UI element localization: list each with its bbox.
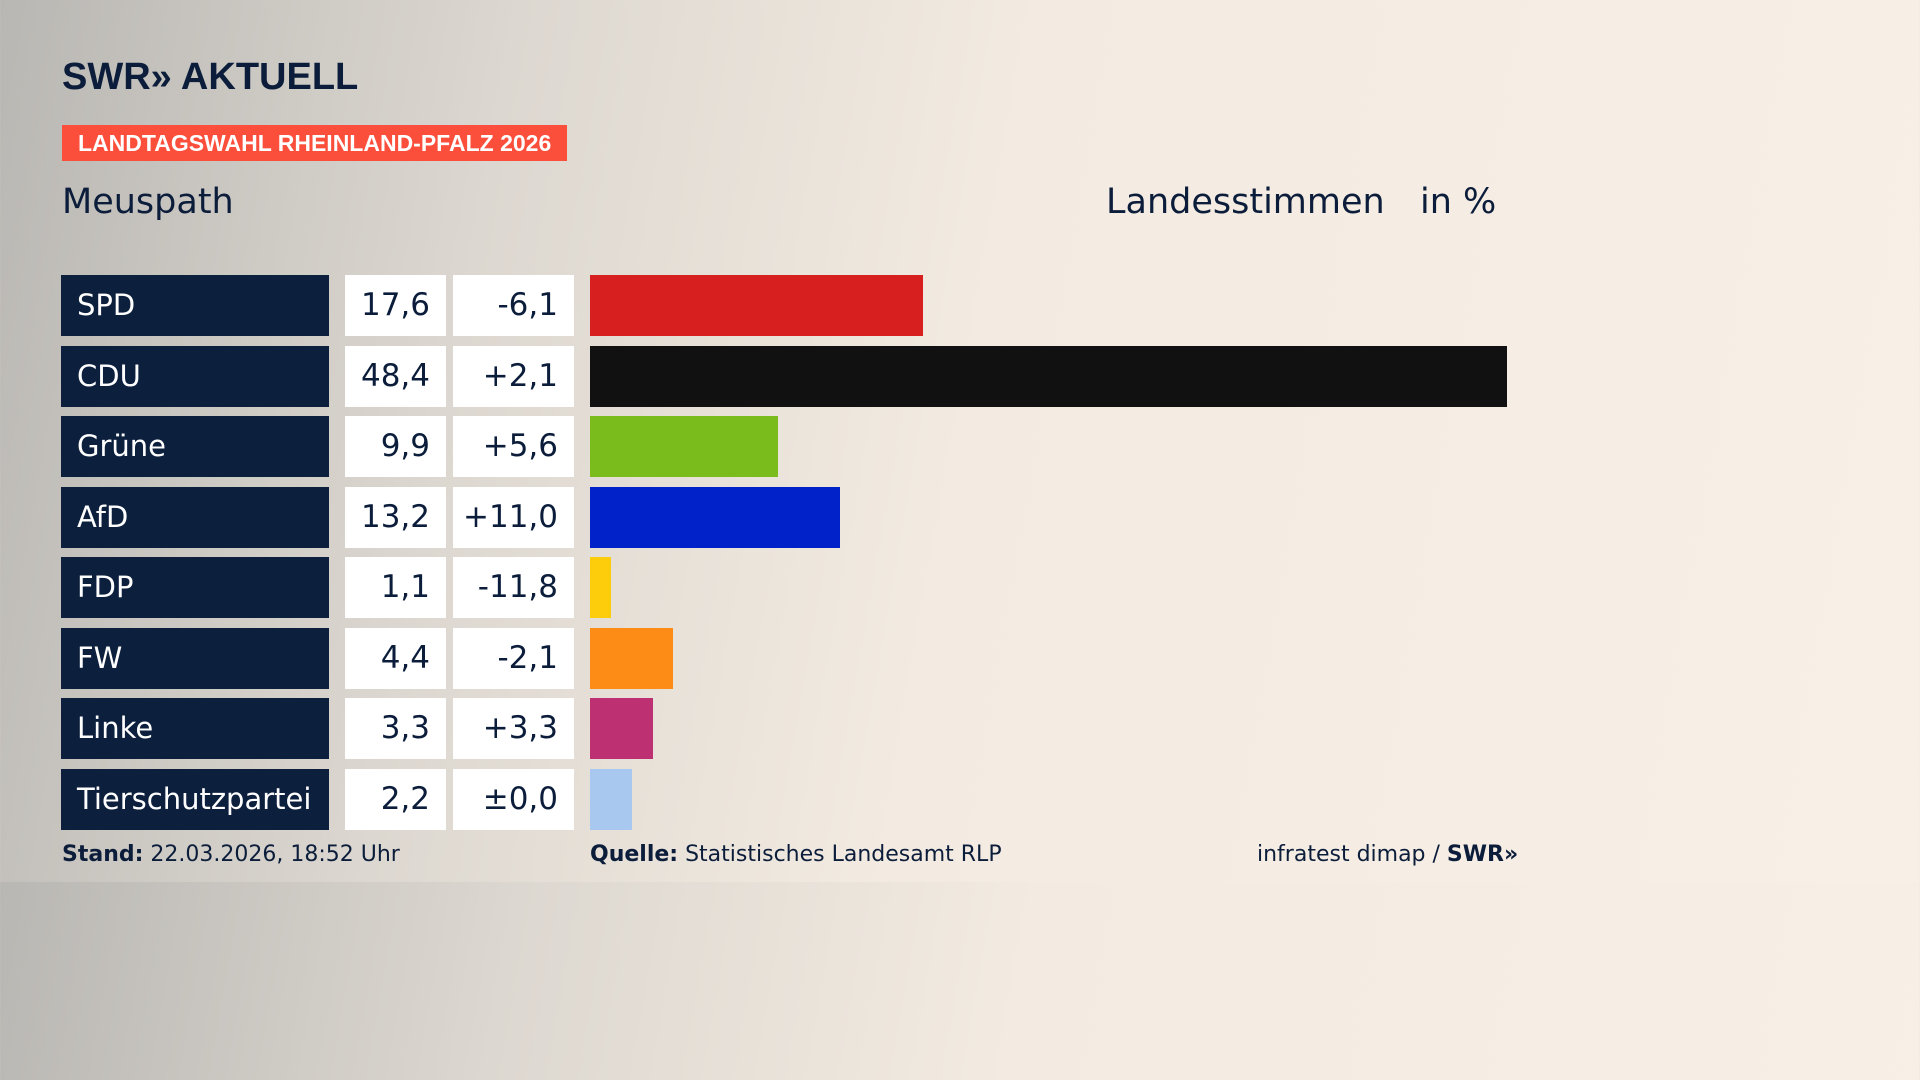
- credit: infratest dimap / SWR»: [1257, 842, 1518, 867]
- election-tag: LANDTAGSWAHL RHEINLAND-PFALZ 2026: [62, 125, 568, 161]
- party-diff: -2,1: [453, 627, 574, 689]
- party-name: Grüne: [61, 416, 329, 477]
- place-title: Meuspath: [62, 182, 234, 222]
- party-name: CDU: [61, 345, 329, 407]
- party-value: 2,2: [345, 768, 446, 830]
- party-name: SPD: [61, 275, 329, 336]
- party-value: 3,3: [345, 698, 446, 759]
- party-bar: [590, 698, 653, 759]
- stand-value: 22.03.2026, 18:52 Uhr: [150, 842, 400, 867]
- party-diff: +3,3: [453, 698, 574, 759]
- source-label: Quelle:: [590, 842, 679, 867]
- party-value: 17,6: [345, 275, 446, 336]
- party-bar: [590, 627, 674, 689]
- swr-aktuell-logo: SWR» AKTUELL: [62, 56, 359, 98]
- party-value: 48,4: [345, 345, 446, 407]
- party-bar: [590, 768, 632, 830]
- party-value: 13,2: [345, 486, 446, 548]
- stand-label: Stand:: [62, 842, 144, 867]
- party-diff: -6,1: [453, 275, 574, 336]
- party-name: Linke: [61, 698, 329, 759]
- swr-logo: SWR»: [1446, 842, 1519, 867]
- party-value: 4,4: [345, 627, 446, 689]
- party-diff: +2,1: [453, 345, 574, 407]
- party-name: Tierschutzpartei: [61, 768, 329, 830]
- party-value: 1,1: [345, 557, 446, 618]
- party-bar: [590, 557, 611, 618]
- party-diff: +5,6: [453, 416, 574, 477]
- timestamp: Stand: 22.03.2026, 18:52 Uhr: [62, 842, 400, 867]
- source-value: Statistisches Landesamt RLP: [685, 842, 1002, 867]
- unit-label: in %: [1420, 182, 1497, 222]
- party-name: FDP: [61, 557, 329, 618]
- party-bar: [590, 345, 1507, 407]
- party-value: 9,9: [345, 416, 446, 477]
- party-bar: [590, 275, 924, 336]
- party-diff: -11,8: [453, 557, 574, 618]
- credit-text: infratest dimap /: [1257, 842, 1447, 867]
- source: Quelle: Statistisches Landesamt RLP: [590, 842, 1002, 867]
- vote-type-label: Landesstimmen: [1106, 182, 1385, 222]
- party-diff: +11,0: [453, 486, 574, 548]
- party-name: FW: [61, 627, 329, 689]
- party-name: AfD: [61, 486, 329, 548]
- party-bar: [590, 486, 841, 548]
- party-diff: ±0,0: [453, 768, 574, 830]
- party-bar: [590, 416, 778, 477]
